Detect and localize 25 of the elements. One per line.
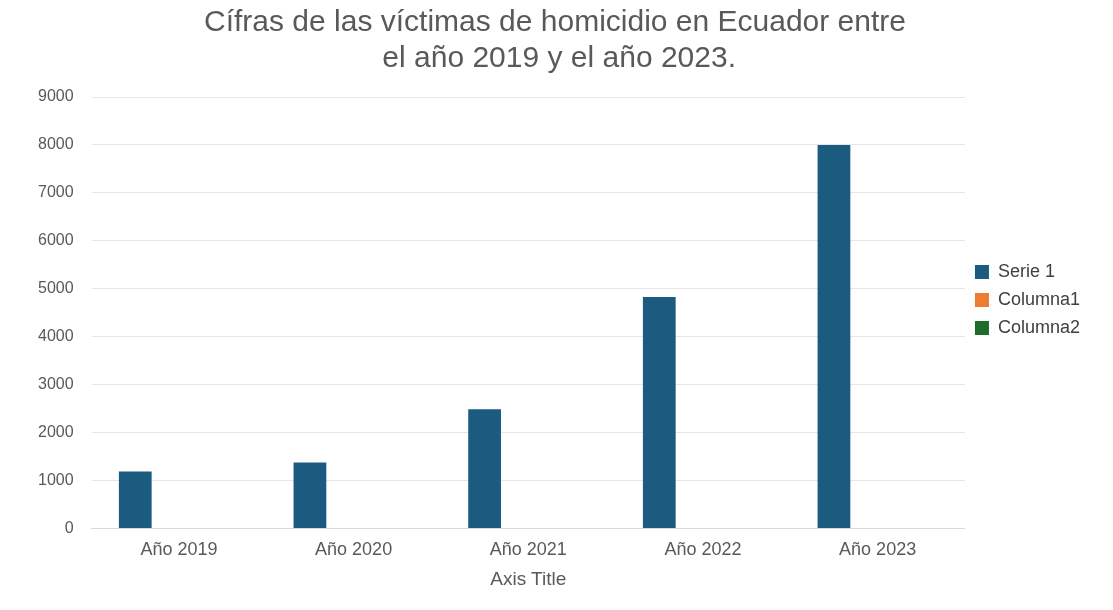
y-tick-label: 7000 — [38, 183, 74, 201]
y-tick-label: 4000 — [38, 327, 74, 345]
x-tick-label: Año 2020 — [315, 539, 393, 560]
y-tick-label: 0 — [64, 519, 74, 537]
y-tick-label: 3000 — [38, 375, 74, 393]
x-axis-title: Axis Title — [490, 567, 567, 589]
y-tick-label: 1000 — [38, 471, 74, 489]
x-tick-label: Año 2019 — [140, 539, 218, 560]
x-tick-label: Año 2022 — [664, 539, 742, 560]
y-tick-label: 9000 — [38, 87, 74, 105]
y-tick-label: 8000 — [38, 135, 74, 153]
bar — [468, 409, 501, 529]
bar — [118, 471, 152, 529]
legend-label: Columna2 — [997, 316, 1080, 337]
bar — [293, 462, 327, 529]
y-tick-label: 2000 — [38, 423, 74, 441]
y-tick-label: 6000 — [38, 231, 74, 249]
chart-title: Cífras de las víctimas de homicidio en Ecuador entre el año 2019 y el año 2023. — [204, 4, 906, 74]
bar — [642, 296, 676, 529]
bar — [817, 144, 851, 529]
legend-label: Columna1 — [997, 288, 1080, 309]
legend-label: Serie 1 — [997, 260, 1055, 281]
y-tick-label: 5000 — [38, 279, 74, 297]
x-tick-label: Año 2023 — [839, 539, 917, 560]
x-tick-label: Año 2021 — [489, 539, 567, 560]
